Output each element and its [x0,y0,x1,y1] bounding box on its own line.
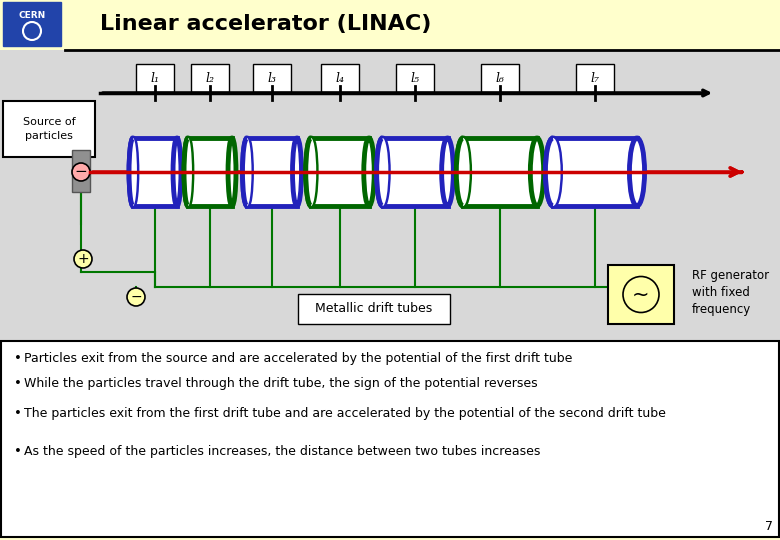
Text: •: • [14,377,22,390]
Text: •: • [14,352,22,365]
Ellipse shape [129,138,137,206]
Bar [463,138,537,206]
Text: CERN: CERN [19,11,45,21]
Text: Linear accelerator (LINAC): Linear accelerator (LINAC) [100,14,431,34]
Ellipse shape [243,138,251,206]
Text: •: • [14,445,22,458]
FancyBboxPatch shape [608,265,674,324]
Ellipse shape [545,138,561,206]
Ellipse shape [228,138,236,206]
Text: l₁: l₁ [151,71,159,84]
Text: Metallic drift tubes: Metallic drift tubes [315,302,433,315]
Text: While the particles travel through the drift tube, the sign of the potential rev: While the particles travel through the d… [24,377,537,390]
Ellipse shape [377,138,388,206]
Ellipse shape [292,138,302,206]
FancyBboxPatch shape [481,64,519,92]
Text: Particles exit from the source and are accelerated by the potential of the first: Particles exit from the source and are a… [24,352,573,365]
Ellipse shape [184,138,192,206]
Ellipse shape [184,138,192,206]
Text: The particles exit from the first drift tube and are accelerated by the potentia: The particles exit from the first drift … [24,407,666,420]
Text: l₇: l₇ [590,71,600,84]
Ellipse shape [441,138,453,206]
Circle shape [623,276,659,313]
Ellipse shape [363,138,374,206]
FancyBboxPatch shape [191,64,229,92]
FancyBboxPatch shape [0,0,780,50]
Ellipse shape [173,138,181,206]
Ellipse shape [530,138,544,206]
FancyBboxPatch shape [3,2,61,46]
Circle shape [72,163,90,181]
Ellipse shape [243,138,251,206]
Text: ~: ~ [633,285,650,305]
Ellipse shape [629,138,644,206]
Text: RF generator
with fixed
frequency: RF generator with fixed frequency [692,268,769,315]
Ellipse shape [545,138,561,206]
Circle shape [74,250,92,268]
Bar [133,138,177,206]
Ellipse shape [456,138,470,206]
Text: l₆: l₆ [495,71,505,84]
FancyBboxPatch shape [72,150,90,192]
Text: l₃: l₃ [268,71,276,84]
Circle shape [127,288,145,306]
FancyBboxPatch shape [1,341,779,537]
Ellipse shape [306,138,316,206]
Ellipse shape [306,138,316,206]
FancyBboxPatch shape [576,64,614,92]
Text: •: • [14,407,22,420]
FancyBboxPatch shape [321,64,359,92]
Text: l₄: l₄ [335,71,345,84]
Text: −: − [75,165,87,179]
Bar [311,138,369,206]
Text: l₅: l₅ [410,71,420,84]
Bar [0,50,780,340]
Text: +: + [77,252,89,266]
Text: As the speed of the particles increases, the distance between two tubes increase: As the speed of the particles increases,… [24,445,541,458]
Bar [553,138,637,206]
FancyBboxPatch shape [396,64,434,92]
Bar [247,138,297,206]
Text: −: − [130,290,142,304]
FancyBboxPatch shape [136,64,174,92]
FancyBboxPatch shape [298,294,450,324]
FancyBboxPatch shape [253,64,291,92]
Bar [188,138,232,206]
Text: 7: 7 [765,520,773,533]
Bar [382,138,448,206]
Ellipse shape [456,138,470,206]
Text: l₂: l₂ [205,71,215,84]
Ellipse shape [129,138,137,206]
Text: Source of
particles: Source of particles [23,117,76,140]
FancyBboxPatch shape [3,101,95,157]
Ellipse shape [377,138,388,206]
